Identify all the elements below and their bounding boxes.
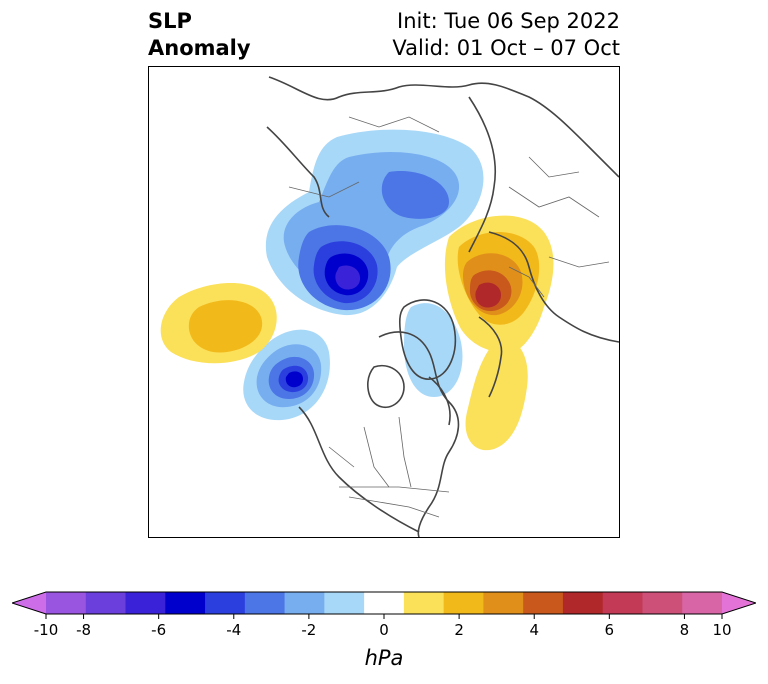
map-dates: Init: Tue 06 Sep 2022 Valid: 01 Oct – 07… <box>392 8 620 62</box>
colorbar-tick-label: 4 <box>529 621 539 639</box>
colorbar-segment <box>324 592 365 614</box>
colorbar-segment <box>125 592 166 614</box>
title-variable: SLP <box>148 9 192 33</box>
colorbar-tick-label: -10 <box>34 621 59 639</box>
colorbar-segment <box>403 592 445 614</box>
colorbar-segment <box>85 592 127 614</box>
init-date: Init: Tue 06 Sep 2022 <box>397 9 620 33</box>
colorbar-tick-label: 2 <box>454 621 464 639</box>
colorbar-segment <box>364 592 405 614</box>
colorbar-segment <box>165 592 206 614</box>
colorbar-tick-label: -2 <box>301 621 316 639</box>
colorbar-segment <box>205 592 246 614</box>
colorbar-graphic: -10 -8 -6 -4 -2 0 2 4 6 8 10 <box>10 591 758 639</box>
coastlines <box>266 76 619 537</box>
colorbar-segment <box>602 592 643 614</box>
high-northern-europe <box>444 215 554 353</box>
colorbar-tick-label: 8 <box>680 621 690 639</box>
colorbar-extend-min <box>12 592 46 614</box>
valid-range: Valid: 01 Oct – 07 Oct <box>392 36 620 60</box>
colorbar-tick-label: -8 <box>76 621 91 639</box>
anomaly-contours <box>160 129 554 451</box>
colorbar: -10 -8 -6 -4 -2 0 2 4 6 8 10 <box>10 590 758 646</box>
colorbar-tick-label: -6 <box>151 621 166 639</box>
colorbar-segment <box>483 592 524 614</box>
colorbar-tick-label: 0 <box>379 621 389 639</box>
colorbar-segment <box>443 592 484 614</box>
colorbar-segment <box>682 592 723 614</box>
colorbar-extend-max <box>722 592 756 614</box>
political-borders <box>288 116 610 518</box>
high-north-pacific <box>160 282 277 364</box>
colorbar-segment <box>284 592 325 614</box>
colorbar-tick-label: -4 <box>226 621 241 639</box>
map-title: SLP Anomaly <box>148 8 251 62</box>
low-gulf-of-alaska <box>243 329 330 421</box>
high-north-atlantic <box>465 337 528 451</box>
low-over-arctic-canada <box>265 129 484 316</box>
colorbar-tick-label: 10 <box>712 621 731 639</box>
colorbar-segment <box>562 592 604 614</box>
colorbar-segment <box>46 592 87 614</box>
colorbar-segment <box>642 592 683 614</box>
colorbar-tick-label: 6 <box>605 621 615 639</box>
colorbar-units-label: hPa <box>364 646 404 670</box>
colorbar-segment <box>244 592 286 614</box>
low-greenland-labrador <box>404 303 463 397</box>
slp-anomaly-map <box>148 66 620 538</box>
title-variable-type: Anomaly <box>148 36 251 60</box>
colorbar-segment <box>523 592 564 614</box>
